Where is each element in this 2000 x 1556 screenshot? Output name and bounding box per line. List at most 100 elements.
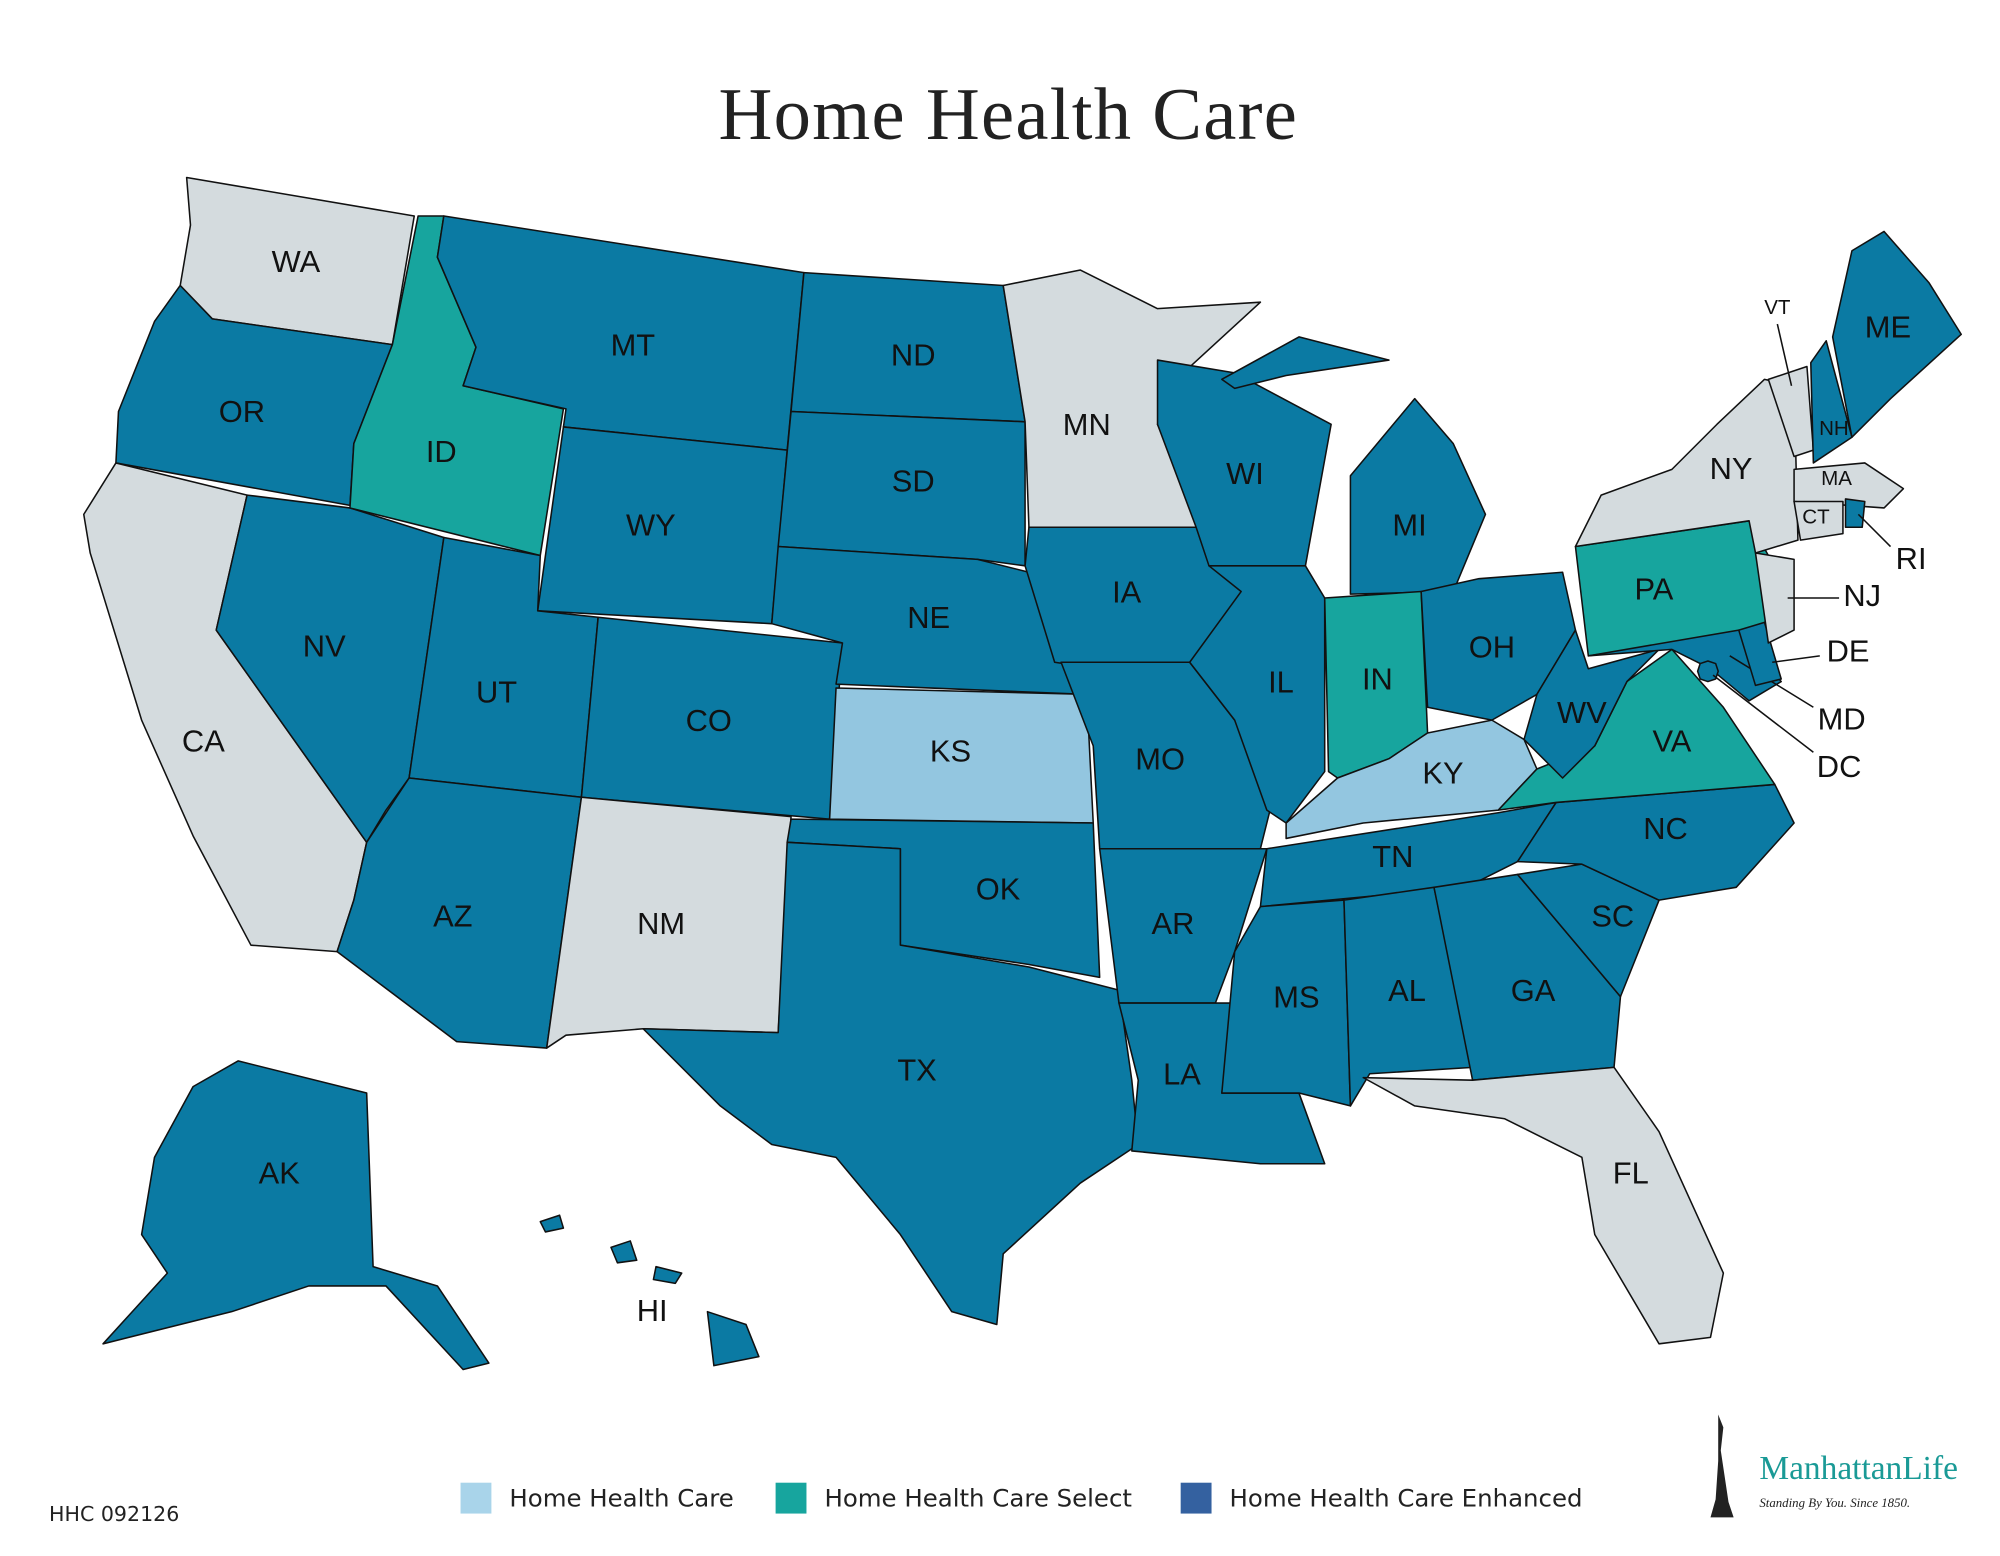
state-label: KY — [1422, 756, 1463, 791]
legend-label: Home Health Care — [509, 1483, 733, 1512]
legend-swatch — [1180, 1482, 1212, 1514]
state-label: OK — [976, 871, 1021, 906]
state-label: AK — [259, 1156, 301, 1191]
state-shape — [1844, 498, 1866, 529]
logo-icon — [1710, 1414, 1734, 1518]
state: WY — [536, 426, 788, 625]
state-label: VA — [1652, 723, 1691, 758]
state: MD — [1587, 629, 1866, 737]
state-label: DE — [1827, 633, 1870, 668]
state-label: MS — [1273, 979, 1319, 1014]
state-label: MN — [1063, 407, 1111, 442]
state-label: CT — [1802, 506, 1830, 529]
state-label: TN — [1372, 839, 1413, 874]
state-shape — [1188, 565, 1326, 824]
state-shape — [706, 1310, 760, 1367]
state-label: UT — [476, 675, 517, 710]
state-shape — [1831, 230, 1963, 438]
state-label: FL — [1613, 1156, 1649, 1191]
state-label: WV — [1557, 695, 1607, 730]
state: NC — [1516, 783, 1795, 901]
state-label: AL — [1388, 973, 1426, 1008]
state-shape — [1793, 500, 1844, 541]
state-label: CO — [686, 703, 732, 738]
legend-label: Home Health Care Select — [824, 1483, 1132, 1512]
state-label: WA — [272, 244, 321, 279]
state-label: ME — [1865, 309, 1911, 344]
state: IA — [1024, 526, 1242, 667]
state: NJ — [1754, 552, 1881, 644]
state: NM — [545, 796, 792, 1049]
state-label: LA — [1163, 1056, 1201, 1091]
state: WV — [1523, 629, 1660, 779]
state-label: ND — [891, 338, 936, 373]
state: NY — [1574, 378, 1799, 554]
state-label: OH — [1469, 630, 1515, 665]
state: LA — [1118, 1002, 1326, 1165]
state-shape — [642, 841, 1140, 1326]
state-label: PA — [1634, 572, 1673, 607]
state: OK — [786, 818, 1101, 979]
state: KS — [828, 687, 1095, 824]
state: NE — [770, 545, 1088, 696]
state-label: VT — [1764, 296, 1791, 319]
state-label: HI — [637, 1293, 668, 1328]
state-shape — [1738, 621, 1782, 687]
state: IL — [1188, 565, 1326, 824]
state-label: MI — [1392, 507, 1426, 542]
state-shape — [1523, 629, 1660, 779]
doc-code: HHC 092126 — [49, 1502, 179, 1526]
state: RI — [1844, 498, 1927, 576]
state-shape — [539, 1214, 565, 1233]
state: AL — [1343, 886, 1474, 1107]
state-label: MD — [1818, 702, 1866, 737]
legend-swatch — [775, 1482, 807, 1514]
state: TX — [642, 841, 1140, 1326]
state-label: WY — [626, 507, 676, 542]
state: CT — [1793, 500, 1844, 541]
state-label: NE — [907, 600, 950, 635]
state-shape — [215, 494, 445, 844]
logo-tagline: Standing By You. Since 1850. — [1759, 1496, 1910, 1510]
state: NV — [215, 494, 445, 844]
leader-line — [1712, 674, 1814, 753]
state-label: IL — [1268, 664, 1294, 699]
state: DC — [1696, 660, 1861, 784]
state-shape — [1098, 847, 1268, 1004]
state-label: WI — [1226, 456, 1264, 491]
state-label: MT — [611, 327, 656, 362]
state-shape — [652, 1265, 683, 1285]
state-label: KS — [930, 734, 971, 769]
state-shape — [777, 410, 1026, 567]
state-label: AZ — [433, 898, 472, 933]
logo-name: ManhattanLife — [1759, 1450, 1958, 1487]
state: TN — [1259, 801, 1557, 908]
state-label: GA — [1511, 973, 1556, 1008]
state-label: NC — [1643, 811, 1688, 846]
state-label: ID — [426, 434, 457, 469]
state-label: NY — [1710, 451, 1753, 486]
leader-line — [1776, 323, 1793, 386]
legend-swatch — [460, 1482, 492, 1514]
state-label: NM — [637, 906, 685, 941]
logo: ManhattanLife Standing By You. Since 185… — [1710, 1414, 1958, 1518]
state: CO — [580, 616, 844, 820]
state-label: IN — [1362, 662, 1393, 697]
state-label: NV — [303, 628, 346, 663]
state: PA — [1574, 520, 1782, 657]
state: VT — [1764, 296, 1815, 458]
state-shape — [1754, 552, 1795, 644]
state: MI — [1221, 336, 1487, 595]
state: ME — [1831, 230, 1963, 438]
state-shape — [1343, 886, 1474, 1107]
state: MA — [1793, 462, 1905, 509]
state-shape — [1362, 1066, 1725, 1345]
state-label: SD — [892, 464, 935, 499]
state: MO — [1060, 661, 1275, 850]
state-shape — [1349, 397, 1487, 595]
state: GA — [1433, 873, 1622, 1081]
state-shape — [610, 1240, 638, 1264]
state-label: IA — [1112, 574, 1142, 609]
